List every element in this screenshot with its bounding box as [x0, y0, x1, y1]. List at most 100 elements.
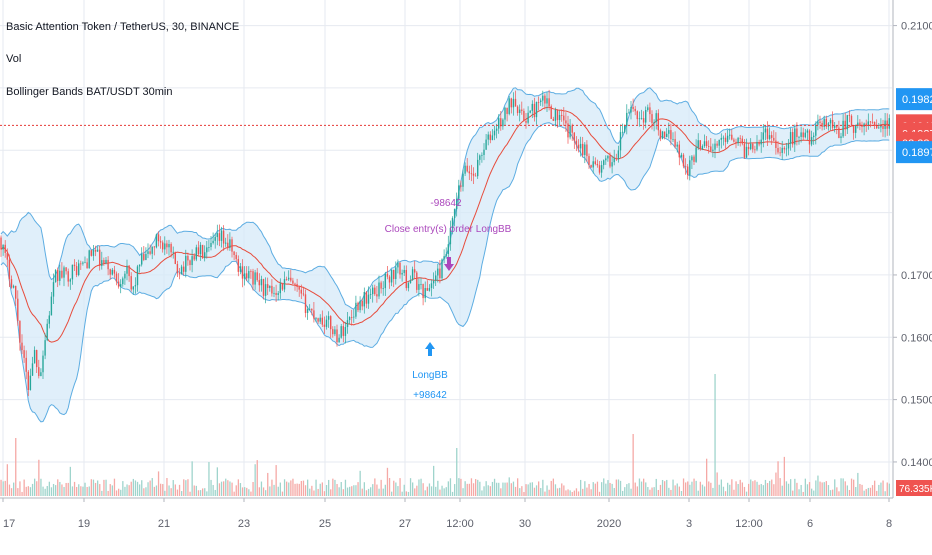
- candle-body: [243, 273, 246, 279]
- volume-bar: [107, 490, 109, 496]
- candle-body: [569, 125, 571, 138]
- volume-bar: [59, 481, 61, 496]
- candle-body: [332, 329, 334, 335]
- candle-body: [225, 242, 227, 244]
- volume-bar: [682, 478, 685, 496]
- candle-body: [743, 143, 746, 158]
- candle-body: [170, 244, 172, 253]
- volume-bar: [884, 491, 886, 496]
- volume-bar: [172, 480, 174, 496]
- candle-body: [183, 266, 185, 272]
- candle-body: [283, 279, 286, 290]
- candle-body: [420, 284, 422, 285]
- volume-bar: [632, 434, 634, 496]
- candle-body: [52, 282, 55, 297]
- volume-bar: [550, 480, 552, 496]
- candle-body: [71, 264, 74, 280]
- candle-body: [802, 132, 804, 138]
- candle-body: [252, 271, 254, 285]
- volume-bar: [19, 481, 21, 496]
- volume-bar: [27, 486, 29, 496]
- volume-bar: [624, 487, 626, 496]
- candle-body: [626, 112, 628, 126]
- candle-body: [166, 243, 168, 248]
- volume-bar: [29, 487, 32, 496]
- volume-bar: [187, 479, 189, 496]
- candle-body: [48, 315, 50, 324]
- volume-legend[interactable]: Vol: [6, 53, 22, 65]
- candle-body: [474, 175, 477, 177]
- candle-body: [262, 279, 265, 296]
- volume-bar: [674, 485, 676, 496]
- candle-body: [120, 284, 122, 287]
- volume-bar: [422, 483, 424, 496]
- volume-bar: [773, 484, 775, 496]
- candle-body: [777, 148, 779, 153]
- candle-body: [258, 280, 260, 286]
- candle-body: [374, 287, 376, 295]
- volume-bar: [716, 472, 718, 496]
- indicator-legend[interactable]: Bollinger Bands BAT/USDT 30min: [6, 86, 173, 98]
- symbol-legend[interactable]: Basic Attention Token / TetherUS, 30, BI…: [6, 21, 240, 33]
- candle-body: [65, 267, 67, 272]
- volume-bar: [590, 489, 592, 496]
- candle-body: [164, 243, 166, 250]
- candle-body: [548, 98, 550, 107]
- volume-bar: [485, 481, 487, 496]
- volume-bar: [399, 478, 401, 496]
- volume-bar: [13, 482, 15, 496]
- candle-body: [189, 260, 191, 266]
- candle-body: [273, 292, 275, 294]
- volume-bar: [346, 487, 349, 496]
- candle-body: [103, 260, 105, 264]
- candle-body: [319, 317, 321, 322]
- candle-body: [842, 120, 844, 137]
- volume-bar: [185, 480, 187, 496]
- candle-body: [607, 155, 609, 159]
- volume-bar: [565, 490, 567, 496]
- volume-bar: [871, 485, 874, 496]
- candle-body: [527, 112, 529, 123]
- candle-body: [691, 156, 693, 161]
- candle-body: [563, 115, 565, 121]
- candle-body: [361, 300, 363, 307]
- volume-bar: [126, 484, 128, 496]
- price-tick-label: 0.1500: [901, 395, 932, 407]
- volume-bar: [712, 487, 714, 496]
- candle-body: [737, 137, 739, 144]
- candle-body: [472, 173, 475, 176]
- volume-bar: [216, 467, 218, 496]
- volume-bar: [271, 479, 273, 496]
- volume-bar: [6, 464, 8, 496]
- volume-bar: [250, 491, 252, 496]
- candle-body: [111, 269, 113, 275]
- volume-bar: [760, 483, 762, 496]
- candle-body: [239, 266, 242, 272]
- volume-bar: [332, 478, 334, 496]
- volume-bar: [664, 481, 666, 496]
- candle-body: [222, 230, 225, 244]
- volume-bar: [588, 483, 590, 496]
- volume-bar: [552, 478, 554, 496]
- candle-body: [741, 138, 743, 144]
- volume-bar: [277, 486, 279, 496]
- candle-body: [178, 273, 181, 275]
- candle-body: [586, 144, 588, 157]
- volume-bar: [626, 484, 628, 496]
- candle-body: [414, 269, 416, 273]
- candle-body: [464, 165, 466, 174]
- volume-bar: [4, 480, 6, 496]
- candle-body: [15, 285, 17, 299]
- time-tick-label: 12:00: [446, 518, 474, 530]
- volume-bar: [437, 480, 439, 496]
- volume-bar: [395, 482, 397, 496]
- candle-body: [134, 285, 137, 287]
- volume-bar: [418, 479, 420, 496]
- volume-bar: [153, 486, 155, 496]
- candle-body: [850, 115, 853, 127]
- candle-body: [710, 146, 712, 151]
- volume-bar: [609, 482, 611, 496]
- volume-bar: [218, 483, 221, 496]
